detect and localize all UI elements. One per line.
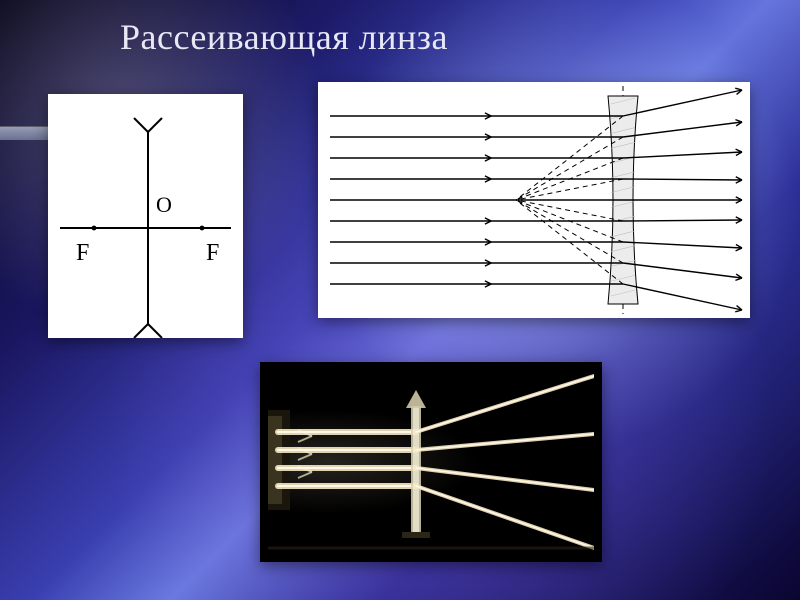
- svg-text:F: F: [206, 240, 219, 266]
- photo-inner: [268, 370, 594, 554]
- photo-illustration: [268, 370, 594, 554]
- symbol-diagram: O F F: [48, 94, 243, 338]
- slide-title: Рассеивающая линза: [120, 16, 448, 58]
- photo-panel: [260, 362, 602, 562]
- svg-text:O: O: [156, 192, 172, 217]
- svg-text:F: F: [76, 240, 89, 266]
- ray-diagram-panel: [318, 82, 750, 318]
- slide: Рассеивающая линза O F F: [0, 0, 800, 600]
- ray-diagram: [318, 82, 750, 318]
- symbol-diagram-panel: O F F: [48, 94, 243, 338]
